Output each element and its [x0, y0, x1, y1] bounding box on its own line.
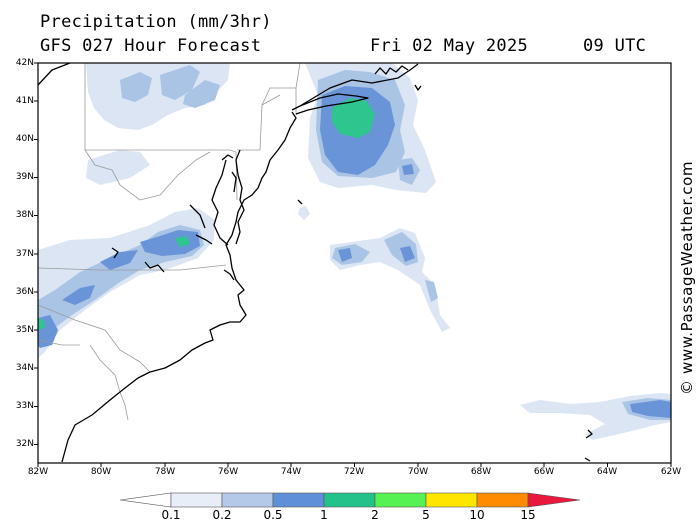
longitude-label: 78W	[154, 467, 176, 477]
legend-label: 10	[469, 508, 485, 522]
legend-label: 0.2	[212, 508, 232, 522]
legend-swatch	[221, 492, 274, 508]
legend-swatch	[323, 492, 376, 508]
longitude-label: 82W	[27, 467, 49, 477]
legend-colorbar	[119, 492, 581, 508]
legend-label: 0.1	[161, 508, 181, 522]
forecast-subtitle: GFS 027 Hour Forecast	[40, 36, 262, 56]
legend-arrow-right	[527, 492, 581, 508]
legend-label: 2	[371, 508, 379, 522]
forecast-date: Fri 02 May 2025	[370, 36, 529, 56]
legend-swatch	[170, 492, 223, 508]
longitude-ticks	[37, 463, 672, 467]
longitude-label: 80W	[90, 467, 112, 477]
longitude-label: 76W	[217, 467, 239, 477]
longitude-label: 62W	[660, 467, 682, 477]
longitude-label: 72W	[343, 467, 365, 477]
latitude-label: 39N	[15, 172, 34, 182]
longitude-label: 70W	[407, 467, 429, 477]
precip-intense	[38, 98, 375, 330]
state-borders	[38, 63, 301, 421]
legend-swatch	[476, 492, 529, 508]
latitude-label: 37N	[15, 249, 34, 259]
legend-swatch	[374, 492, 427, 508]
legend-label: 1	[320, 508, 328, 522]
legend-swatch	[425, 492, 478, 508]
longitude-label: 74W	[280, 467, 302, 477]
latitude-label: 36N	[15, 287, 34, 297]
longitude-label: 68W	[470, 467, 492, 477]
legend-label: 0.5	[263, 508, 283, 522]
latitude-label: 41N	[15, 96, 34, 106]
latitude-ticks	[34, 62, 38, 445]
longitude-label: 66W	[533, 467, 555, 477]
latitude-label: 33N	[15, 401, 34, 411]
latitude-label: 42N	[15, 58, 34, 68]
latitude-label: 32N	[15, 439, 34, 449]
latitude-label: 38N	[15, 210, 34, 220]
legend-swatch	[272, 492, 325, 508]
longitude-label: 64W	[596, 467, 618, 477]
legend-label: 15	[520, 508, 536, 522]
legend-label: 5	[422, 508, 430, 522]
map-title: Precipitation (mm/3hr)	[40, 12, 272, 32]
watermark-text: © www.PassageWeather.com	[678, 160, 696, 395]
coastline	[38, 63, 593, 463]
legend-arrow-left	[119, 492, 172, 508]
latitude-label: 35N	[15, 325, 34, 335]
latitude-label: 40N	[15, 134, 34, 144]
forecast-time: 09 UTC	[583, 36, 647, 56]
latitude-label: 34N	[15, 363, 34, 373]
